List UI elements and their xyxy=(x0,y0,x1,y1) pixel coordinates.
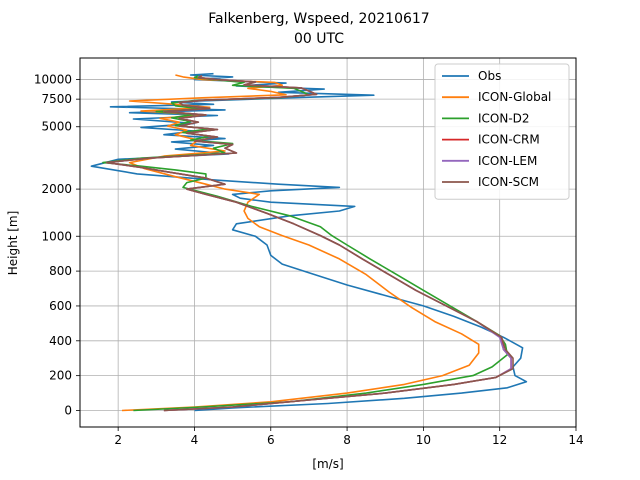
x-tick-label: 2 xyxy=(114,433,122,447)
grid-lines xyxy=(80,58,577,427)
y-tick-label: 5000 xyxy=(41,120,72,134)
y-axis-label: Height [m] xyxy=(6,211,20,276)
x-tick-label: 6 xyxy=(267,433,275,447)
y-tick-label: 0 xyxy=(64,404,72,418)
y-tick-label: 600 xyxy=(49,299,72,313)
y-tick-label: 1000 xyxy=(41,229,72,243)
series-lines xyxy=(90,72,528,412)
x-axis-label: [m/s] xyxy=(312,457,343,471)
x-tick-label: 14 xyxy=(568,433,583,447)
legend: Obs ICON-Global ICON-D2 ICON-CRM ICON-LEM ICO… xyxy=(434,63,570,200)
plot-frame xyxy=(79,57,577,428)
series-line-icon-global xyxy=(121,74,480,412)
x-tick-label: 8 xyxy=(343,433,351,447)
y-tick-label: 200 xyxy=(49,369,72,383)
chart-subtitle: 00 UTC xyxy=(294,31,344,47)
legend-label: ICON-SCM xyxy=(478,175,539,189)
series-line-icon-scm xyxy=(105,74,514,412)
legend-label: ICON-LEM xyxy=(478,154,537,168)
y-tick-label: 10000 xyxy=(34,73,72,87)
x-tick-label: 4 xyxy=(191,433,199,447)
axis-ticks: 2 4 6 8 10 12 14 0 200 400 600 800 1000 2000 5000 7500 1… xyxy=(34,73,584,447)
legend-label: Obs xyxy=(478,69,501,83)
x-tick-label: 10 xyxy=(416,433,431,447)
legend-label: ICON-CRM xyxy=(478,133,540,147)
chart-title: Falkenberg, Wspeed, 20210617 xyxy=(208,11,429,27)
legend-label: ICON-D2 xyxy=(478,111,530,125)
y-tick-label: 800 xyxy=(49,264,72,278)
x-tick-label: 12 xyxy=(492,433,507,447)
legend-label: ICON-Global xyxy=(478,90,551,104)
y-tick-label: 400 xyxy=(49,334,72,348)
y-tick-label: 2000 xyxy=(41,182,72,196)
y-tick-label: 7500 xyxy=(41,92,72,106)
